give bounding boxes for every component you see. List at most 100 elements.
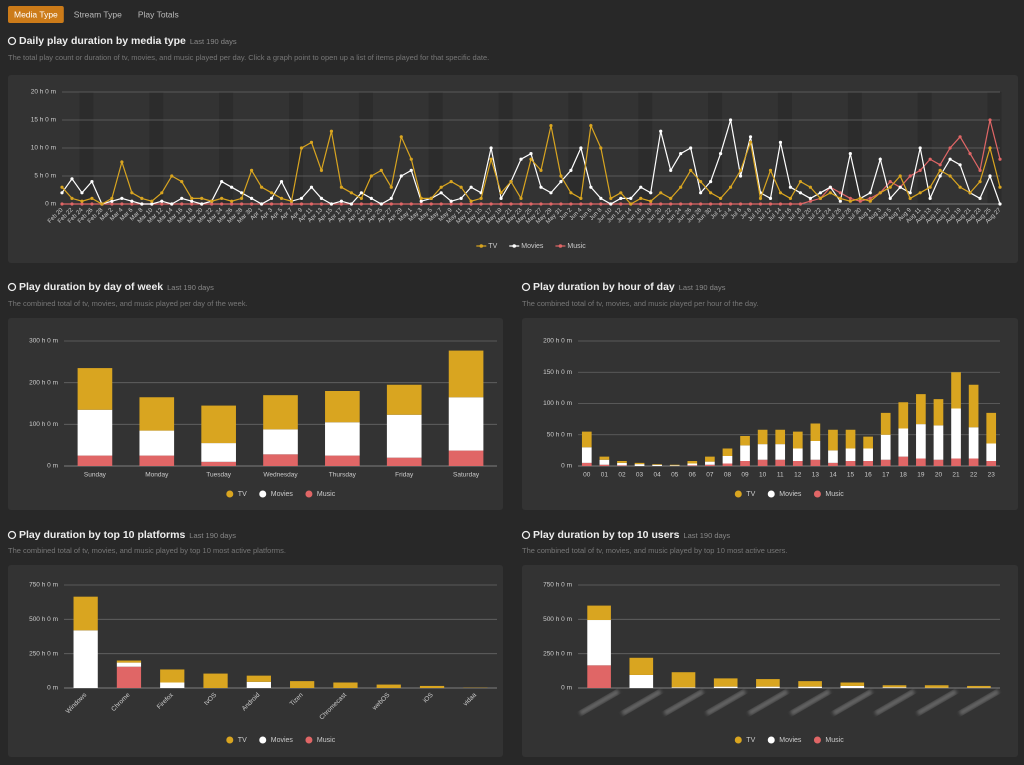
point[interactable] bbox=[838, 199, 842, 203]
bar-segment[interactable] bbox=[840, 685, 865, 688]
point[interactable] bbox=[160, 202, 164, 206]
legend-label[interactable]: Music bbox=[825, 737, 844, 744]
bar-segment[interactable] bbox=[116, 660, 142, 663]
point[interactable] bbox=[459, 202, 463, 206]
legend-item[interactable]: TV bbox=[476, 243, 498, 250]
point[interactable] bbox=[938, 174, 942, 178]
bar-segment[interactable] bbox=[810, 459, 821, 466]
point[interactable] bbox=[210, 202, 214, 206]
point[interactable] bbox=[240, 202, 244, 206]
point[interactable] bbox=[599, 146, 603, 150]
legend-item[interactable]: TV bbox=[226, 490, 247, 498]
bar-segment[interactable] bbox=[863, 461, 873, 466]
bar-segment[interactable] bbox=[986, 443, 997, 462]
bar-segment[interactable] bbox=[840, 682, 865, 686]
bar-segment[interactable] bbox=[687, 463, 698, 466]
point[interactable] bbox=[619, 196, 623, 200]
point[interactable] bbox=[748, 135, 753, 139]
bar-segment[interactable] bbox=[951, 372, 961, 409]
point[interactable] bbox=[978, 168, 982, 172]
point[interactable] bbox=[140, 196, 144, 200]
point[interactable] bbox=[529, 202, 533, 206]
bar-segment[interactable] bbox=[933, 425, 944, 460]
point[interactable] bbox=[449, 202, 453, 206]
point[interactable] bbox=[429, 202, 433, 206]
point[interactable] bbox=[249, 168, 254, 172]
point[interactable] bbox=[988, 146, 992, 150]
point[interactable] bbox=[319, 168, 324, 172]
bar-segment[interactable] bbox=[325, 391, 360, 423]
bar-segment[interactable] bbox=[263, 454, 298, 466]
tab[interactable]: Stream Type bbox=[68, 6, 128, 23]
legend-item[interactable]: TV bbox=[734, 490, 756, 498]
point[interactable] bbox=[808, 196, 813, 200]
point[interactable] bbox=[100, 202, 104, 206]
legend-label[interactable]: Movies bbox=[779, 737, 802, 744]
point[interactable] bbox=[918, 146, 922, 150]
point[interactable] bbox=[968, 152, 972, 156]
point[interactable] bbox=[110, 196, 114, 200]
bar-segment[interactable] bbox=[333, 682, 358, 688]
bar-segment[interactable] bbox=[863, 436, 873, 449]
bar-segment[interactable] bbox=[581, 462, 592, 466]
point[interactable] bbox=[689, 168, 693, 172]
bar-segment[interactable] bbox=[740, 436, 750, 446]
bar-segment[interactable] bbox=[722, 456, 733, 464]
point[interactable] bbox=[419, 196, 423, 200]
point[interactable] bbox=[988, 118, 992, 122]
bar-segment[interactable] bbox=[587, 605, 611, 621]
point[interactable] bbox=[529, 157, 533, 161]
point[interactable] bbox=[728, 185, 733, 189]
bar-segment[interactable] bbox=[669, 465, 680, 466]
point[interactable] bbox=[80, 202, 84, 206]
bar-segment[interactable] bbox=[916, 458, 926, 467]
bar-segment[interactable] bbox=[77, 368, 113, 410]
bar-segment[interactable] bbox=[386, 457, 422, 466]
legend-item[interactable]: Movies bbox=[767, 490, 802, 498]
bar-segment[interactable] bbox=[898, 456, 909, 466]
point[interactable] bbox=[768, 202, 773, 206]
point[interactable] bbox=[309, 185, 314, 189]
point[interactable] bbox=[589, 185, 593, 189]
point[interactable] bbox=[579, 202, 583, 206]
point[interactable] bbox=[130, 191, 134, 195]
point[interactable] bbox=[659, 191, 663, 195]
point[interactable] bbox=[110, 202, 114, 206]
point[interactable] bbox=[888, 196, 892, 200]
bar-segment[interactable] bbox=[705, 461, 715, 465]
tab[interactable]: Play Totals bbox=[132, 6, 185, 23]
bar-segment[interactable] bbox=[77, 409, 113, 456]
point[interactable] bbox=[409, 202, 413, 206]
point[interactable] bbox=[858, 199, 862, 203]
legend-label[interactable]: TV bbox=[746, 491, 755, 498]
point[interactable] bbox=[639, 196, 643, 200]
point[interactable] bbox=[339, 202, 344, 206]
point[interactable] bbox=[359, 202, 363, 206]
bar-segment[interactable] bbox=[201, 461, 236, 466]
bar-segment[interactable] bbox=[599, 459, 610, 465]
point[interactable] bbox=[359, 191, 363, 195]
point[interactable] bbox=[569, 168, 573, 172]
point[interactable] bbox=[459, 196, 463, 200]
legend-item[interactable]: Music bbox=[305, 736, 336, 744]
point[interactable] bbox=[509, 202, 513, 206]
point[interactable] bbox=[808, 185, 813, 189]
bar-segment[interactable] bbox=[617, 465, 627, 466]
bar-segment[interactable] bbox=[629, 657, 654, 675]
point[interactable] bbox=[878, 191, 882, 195]
point[interactable] bbox=[259, 202, 264, 206]
tab-label[interactable]: Media Type bbox=[14, 9, 58, 19]
bar-segment[interactable] bbox=[671, 687, 696, 688]
bar-segment[interactable] bbox=[587, 665, 611, 688]
bar-segment[interactable] bbox=[845, 461, 856, 466]
bar-segment[interactable] bbox=[629, 674, 654, 688]
point[interactable] bbox=[848, 199, 852, 203]
point[interactable] bbox=[569, 202, 573, 206]
point[interactable] bbox=[449, 180, 453, 184]
bar-segment[interactable] bbox=[775, 459, 786, 466]
point[interactable] bbox=[499, 191, 503, 195]
bar-segment[interactable] bbox=[671, 672, 696, 688]
point[interactable] bbox=[928, 196, 932, 200]
point[interactable] bbox=[329, 202, 334, 206]
bar-segment[interactable] bbox=[386, 384, 422, 415]
